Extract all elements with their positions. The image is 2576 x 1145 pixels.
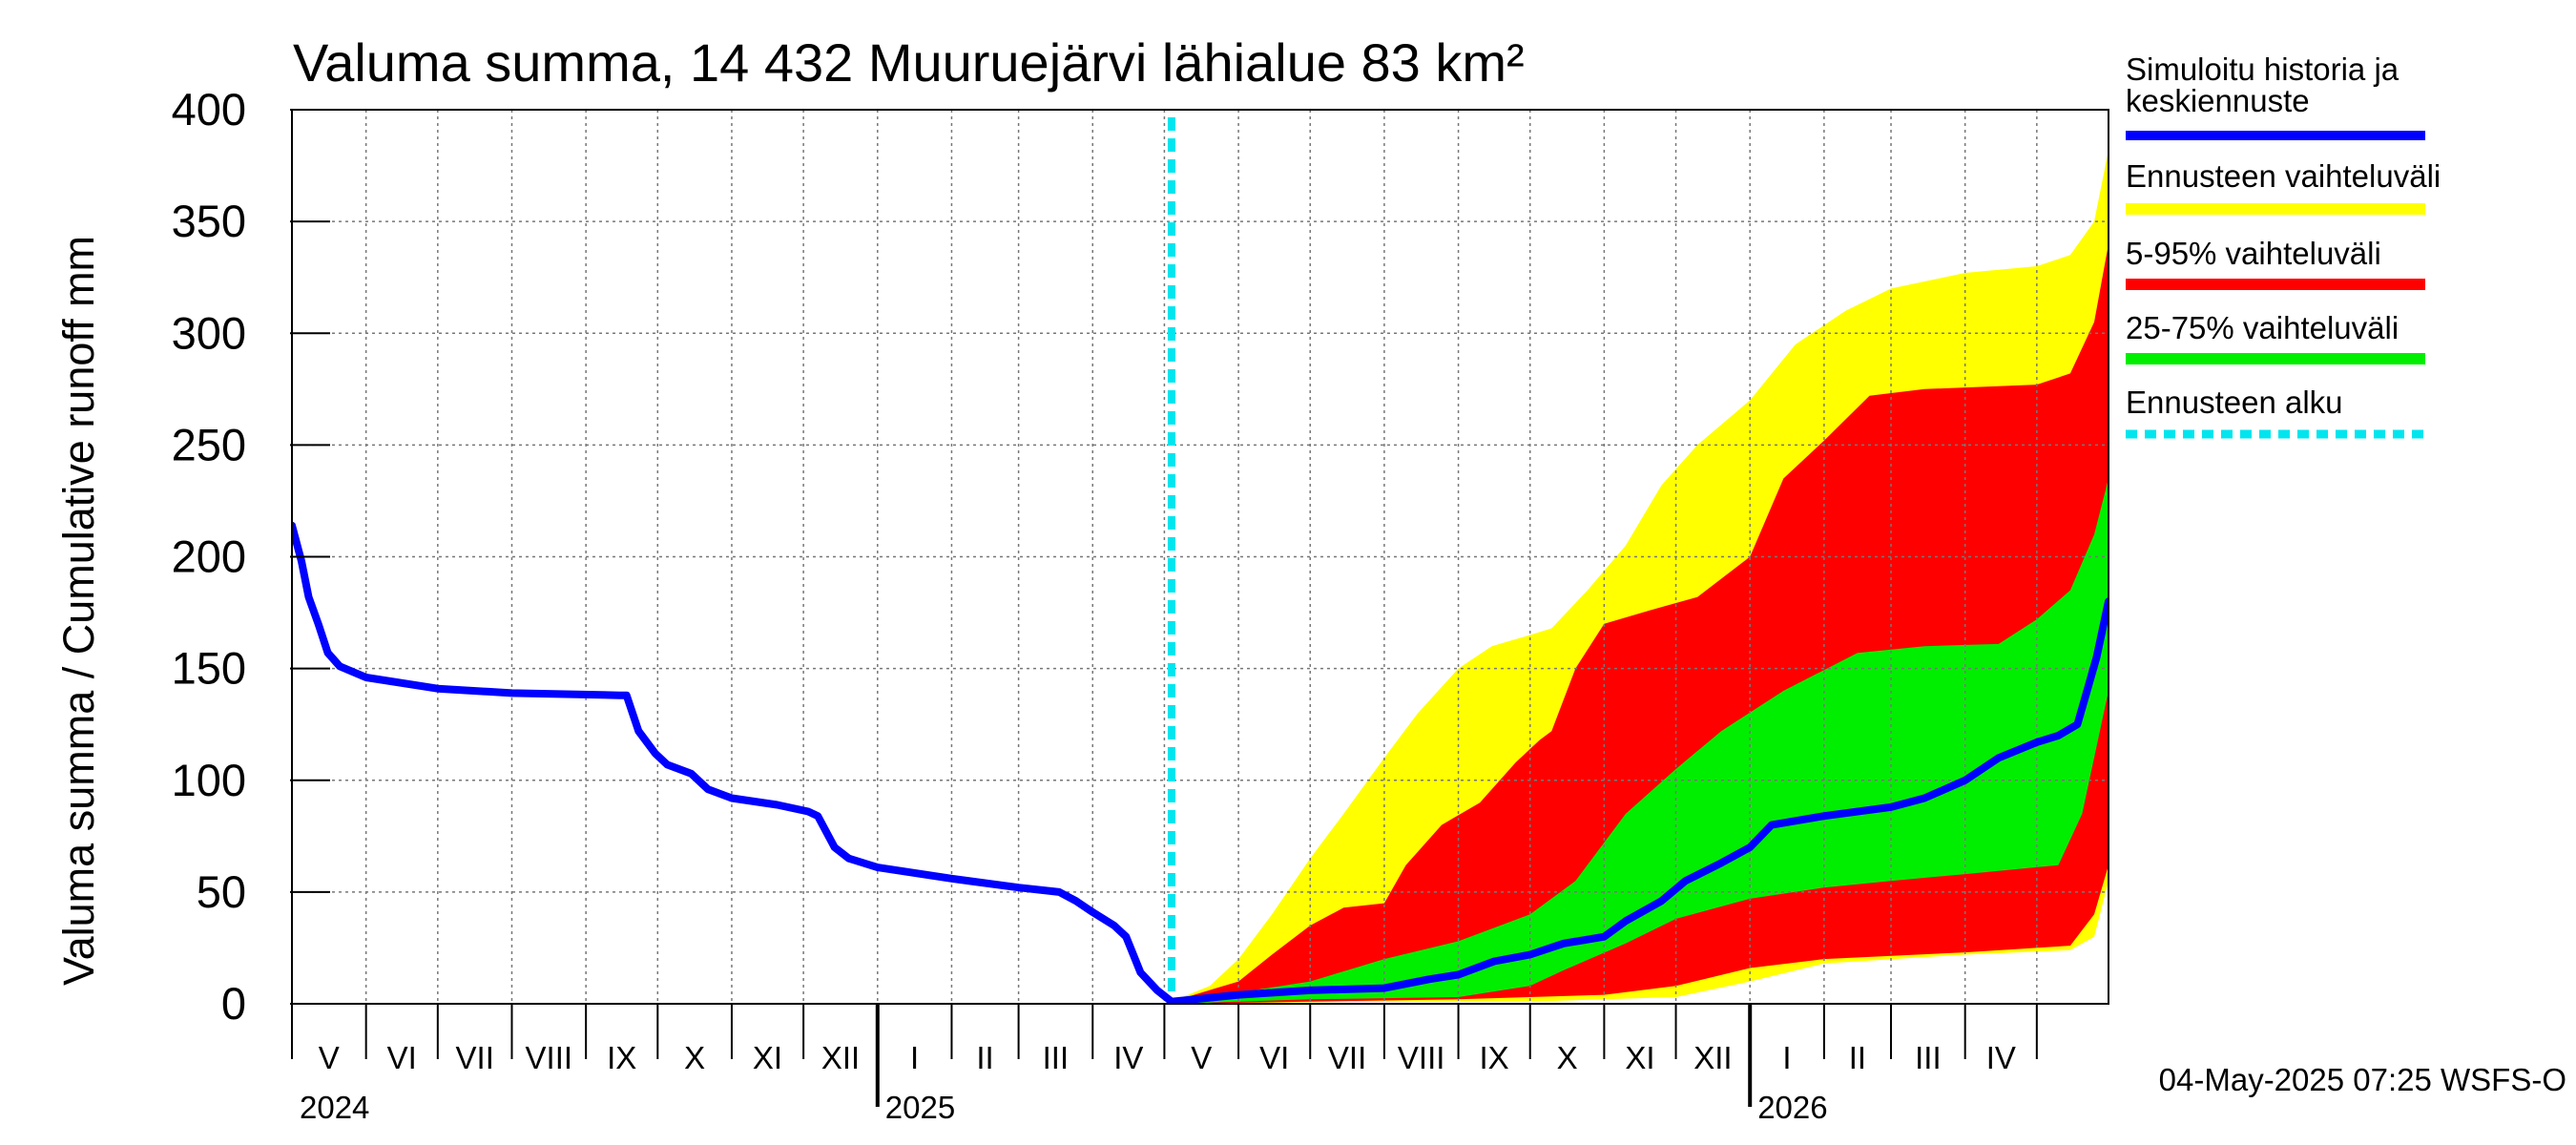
month-label: XII: [821, 1040, 860, 1075]
legend-label: 25-75% vaihteluväli: [2126, 310, 2399, 345]
month-label: V: [319, 1040, 340, 1075]
legend-label: 5-95% vaihteluväli: [2126, 236, 2381, 271]
y-tick-label: 400: [172, 84, 246, 135]
month-label: XI: [753, 1040, 782, 1075]
y-tick-label: 200: [172, 531, 246, 582]
y-tick-label: 250: [172, 419, 246, 469]
month-label: IV: [1986, 1040, 2016, 1075]
month-label: VIII: [1398, 1040, 1445, 1075]
forecast-bands: [1171, 150, 2109, 1004]
y-tick-label: 350: [172, 196, 246, 246]
month-label: IX: [607, 1040, 636, 1075]
year-label: 2025: [885, 1090, 955, 1125]
month-label: IV: [1113, 1040, 1143, 1075]
series-lines: [292, 117, 2109, 1004]
x-axis: V VI VII VIII IX X XI XII I II III IV V VI VII VIII IX X X…: [291, 1004, 2038, 1125]
band-3: [1171, 478, 2109, 1004]
month-label: XII: [1693, 1040, 1732, 1075]
month-label: V: [1191, 1040, 1212, 1075]
month-label: X: [684, 1040, 705, 1075]
month-label: IX: [1480, 1040, 1509, 1075]
y-tick-label: 0: [221, 978, 246, 1029]
chart-title: Valuma summa, 14 432 Muuruejärvi lähialu…: [293, 32, 1525, 93]
month-label: II: [976, 1040, 993, 1075]
y-tick-label: 50: [197, 866, 246, 917]
month-label: VI: [1259, 1040, 1289, 1075]
legend-label: Simuloitu historia ja: [2126, 52, 2399, 87]
legend-label: Ennusteen alku: [2126, 385, 2343, 420]
y-tick-label: 150: [172, 643, 246, 694]
month-label: II: [1849, 1040, 1866, 1075]
legend-label: Ennusteen vaihteluväli: [2126, 158, 2441, 194]
month-label: VII: [456, 1040, 494, 1075]
year-label: 2024: [300, 1090, 369, 1125]
month-label: VI: [387, 1040, 417, 1075]
y-axis-ticks: 0 50 100 150 200 250 300 350 400: [172, 84, 330, 1029]
y-axis-label: Valuma summa / Cumulative runoff mm: [54, 236, 103, 986]
footer-timestamp: 04-May-2025 07:25 WSFS-O: [2159, 1062, 2566, 1097]
month-label: III: [1043, 1040, 1070, 1075]
year-label: 2026: [1757, 1090, 1827, 1125]
plot-area: [291, 109, 2109, 1005]
month-label: III: [1915, 1040, 1942, 1075]
y-tick-label: 100: [172, 755, 246, 805]
grid-lines: [292, 110, 2109, 1004]
month-label: VIII: [526, 1040, 573, 1075]
legend-label-cont: keskiennuste: [2126, 83, 2310, 118]
mean-forecast-line: [292, 521, 2109, 1004]
month-label: I: [910, 1040, 919, 1075]
month-label: VII: [1328, 1040, 1366, 1075]
month-label: I: [1782, 1040, 1791, 1075]
month-label: XI: [1625, 1040, 1654, 1075]
y-tick-label: 300: [172, 307, 246, 358]
month-label: X: [1557, 1040, 1578, 1075]
